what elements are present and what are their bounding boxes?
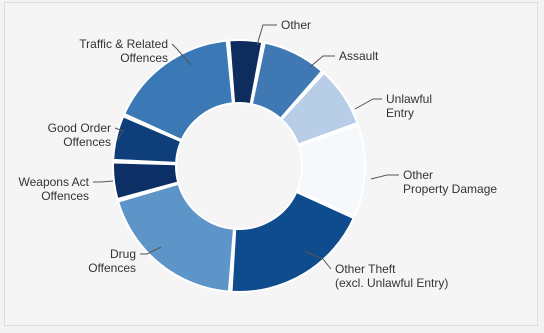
slice-drug-offences[interactable] [116, 182, 236, 293]
slice-label-other-property-damage: Other Property Damage [403, 168, 497, 196]
donut-chart: Other Assault Unlawful Entry Other Property D… [19, 18, 497, 293]
leader-line-assault [309, 55, 335, 68]
slice-label-traffic-related-offences: Traffic & Related Offences [79, 37, 168, 65]
slice-other[interactable] [228, 39, 264, 106]
leader-line-traffic-related-offences [171, 43, 192, 66]
slice-label-other: Other [281, 18, 311, 32]
slice-traffic-related-offences[interactable] [122, 39, 234, 142]
chart-frame: Other Assault Unlawful Entry Other Property D… [4, 2, 538, 326]
leader-line-other-property-damage [370, 174, 399, 180]
slice-label-good-order-offences: Good Order Offences [48, 121, 111, 149]
slice-unlawful-entry[interactable] [280, 71, 359, 146]
leader-line-weapons-act-offences [93, 180, 114, 183]
slice-label-assault: Assault [339, 49, 379, 63]
slice-good-order-offences[interactable] [112, 115, 183, 164]
leader-line-drug-offences [140, 246, 162, 255]
slice-label-weapons-act-offences: Weapons Act Offences [19, 175, 90, 203]
slice-label-other-theft-excl-unlawful-entry: Other Theft (excl. Unlawful Entry) [335, 262, 448, 290]
slice-label-drug-offences: Drug Offences [88, 247, 136, 275]
slice-label-unlawful-entry: Unlawful Entry [386, 92, 432, 120]
slice-other-property-damage[interactable] [295, 124, 366, 217]
leader-line-good-order-offences [114, 127, 124, 141]
leader-line-other-theft-excl-unlawful-entry [304, 250, 332, 270]
slice-other-theft-excl-unlawful-entry[interactable] [230, 190, 356, 293]
slice-assault[interactable] [250, 41, 324, 121]
leader-line-unlawful-entry [354, 98, 382, 110]
slice-weapons-act-offences[interactable] [112, 161, 180, 201]
leader-line-other [256, 24, 277, 46]
